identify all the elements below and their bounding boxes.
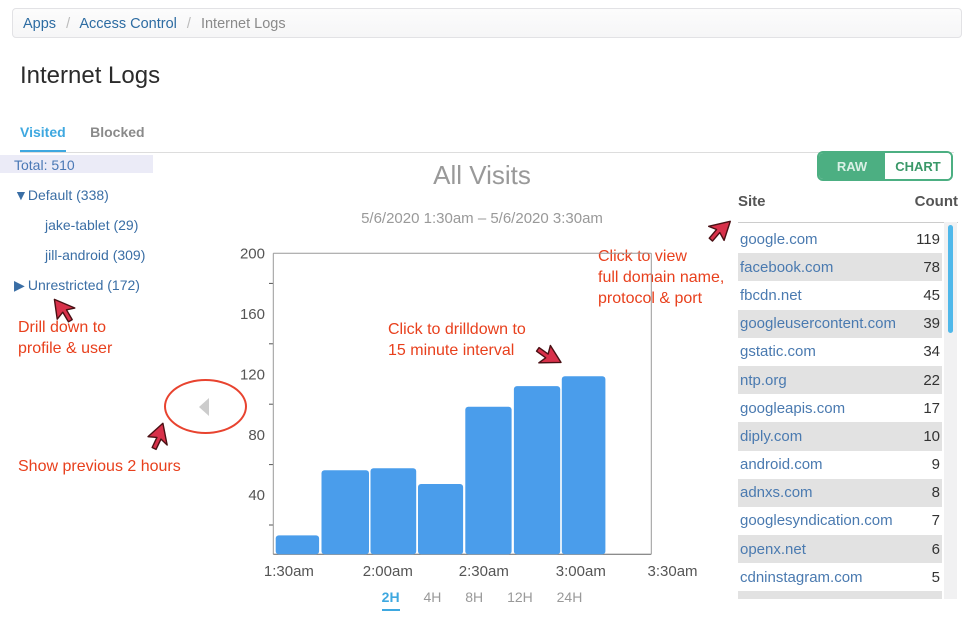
svg-text:80: 80 [248,427,265,444]
svg-text:40: 40 [248,487,265,504]
svg-text:2:00am: 2:00am [363,563,413,580]
svg-text:120: 120 [240,366,265,383]
svg-text:3:30am: 3:30am [648,563,698,580]
svg-text:160: 160 [240,306,265,323]
svg-text:1:30am: 1:30am [264,563,314,580]
svg-text:2:30am: 2:30am [459,563,509,580]
svg-text:200: 200 [240,246,265,263]
svg-text:3:00am: 3:00am [556,563,606,580]
